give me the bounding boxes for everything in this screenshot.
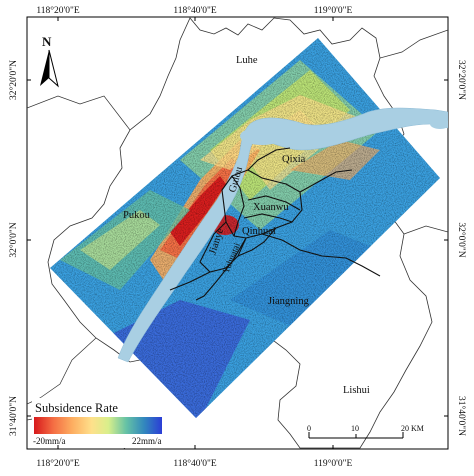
top-lon-label-3: 119°0'0"E xyxy=(314,5,353,16)
legend-title: Subsidence Rate xyxy=(35,401,118,415)
district-label-lishui: Lishui xyxy=(343,385,370,396)
yangtze-river xyxy=(117,107,448,363)
neighbor-boundary-east2 xyxy=(403,225,448,235)
top-lon-label-1: 118°20'0"E xyxy=(36,5,80,16)
scale-bar: 0 10 20 KM xyxy=(307,424,424,439)
neighbor-boundary-west xyxy=(27,95,131,131)
scale-tick-10: 10 xyxy=(351,424,359,433)
scale-tick-20: 20 KM xyxy=(401,424,424,433)
right-lat-label-2: 32°0'0"N xyxy=(456,222,467,257)
district-label-jiangning: Jiangning xyxy=(268,296,310,307)
legend-max-label: 22mm/a xyxy=(132,436,162,446)
bottom-lon-label-2: 118°40'0"E xyxy=(173,458,217,469)
left-lat-label-1: 32°20'0"N xyxy=(8,60,19,100)
district-boundaries xyxy=(169,147,381,301)
legend-min-label: -20mm/a xyxy=(33,436,66,446)
district-label-pukou: Pukou xyxy=(123,210,151,221)
left-lat-label-3: 31°40'0"N xyxy=(8,396,19,436)
north-arrow-left xyxy=(40,50,49,86)
north-arrow-right xyxy=(48,49,59,88)
bottom-lon-label-1: 118°20'0"E xyxy=(36,458,80,469)
neighbor-boundary-east xyxy=(379,29,448,59)
district-label-qixia: Qixia xyxy=(282,154,306,165)
left-lat-label-2: 32°0'0"N xyxy=(8,222,19,257)
scale-tick-0: 0 xyxy=(307,424,311,433)
district-label-xuanwu: Xuanwu xyxy=(253,202,289,213)
legend: Subsidence Rate -20mm/a 22mm/a xyxy=(32,398,164,448)
north-arrow: N xyxy=(40,34,59,88)
district-label-luhe: Luhe xyxy=(236,55,258,66)
district-label-qinhuai: Qinhuai xyxy=(242,226,276,237)
bottom-lon-label-3: 119°0'0"E xyxy=(314,458,353,469)
graticule-ticks xyxy=(27,17,448,449)
north-arrow-label: N xyxy=(42,34,52,49)
legend-colorbar xyxy=(34,417,162,434)
river-island-bend xyxy=(240,127,284,145)
top-lon-label-2: 118°40'0"E xyxy=(173,5,217,16)
right-lat-label-3: 31°40'0"N xyxy=(456,396,467,436)
right-lat-label-1: 32°20'0"N xyxy=(456,60,467,100)
river-eastern-bulge xyxy=(430,119,448,129)
